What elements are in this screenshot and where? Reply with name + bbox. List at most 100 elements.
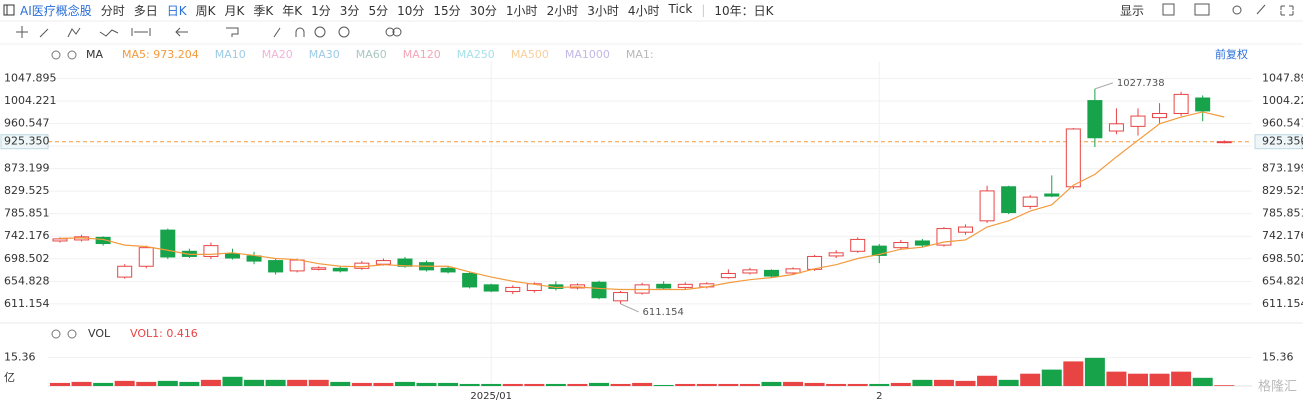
- candle-body: [828, 252, 844, 257]
- volume-bar: [610, 383, 631, 386]
- range-select[interactable]: 10年：日K: [714, 3, 774, 18]
- volume-bar: [890, 382, 911, 386]
- period-button[interactable]: 5分: [368, 3, 389, 18]
- volume-bar: [804, 382, 825, 386]
- volume-bar: [869, 383, 890, 386]
- period-button[interactable]: 2小时: [546, 3, 579, 18]
- divider: |: [701, 3, 706, 17]
- hide-icon[interactable]: [67, 50, 77, 60]
- candle-body: [742, 269, 758, 274]
- watermark: 格隆汇: [1258, 379, 1297, 395]
- period-button[interactable]: 1分: [311, 3, 331, 18]
- adjust-mode[interactable]: 前复权: [1215, 47, 1248, 61]
- settings-icon[interactable]: [51, 50, 61, 60]
- volume-bar: [1084, 357, 1105, 386]
- period-button[interactable]: 季K: [253, 3, 274, 18]
- candle-body: [1216, 141, 1232, 144]
- candle-body: [203, 245, 219, 257]
- settings-icon[interactable]: [51, 329, 61, 339]
- ma-legend: MA500: [511, 48, 549, 61]
- stock-title[interactable]: AI医疗概念股: [20, 3, 92, 18]
- candle-body: [677, 283, 693, 288]
- last-price-box: [1254, 134, 1303, 150]
- drawing-tools: [16, 26, 402, 38]
- y-tick-label: 698.502: [4, 252, 50, 265]
- ma-legend: MA10: [215, 48, 246, 61]
- volume-bar: [136, 381, 157, 386]
- hide-icon[interactable]: [67, 329, 77, 339]
- y-tick-label: 960.547: [1262, 117, 1303, 130]
- volume-bar: [1192, 377, 1213, 386]
- candle-body: [591, 281, 607, 299]
- candle-body: [979, 190, 995, 222]
- y-tick-label: 742.176: [4, 229, 50, 242]
- period-button[interactable]: 4小时: [627, 3, 660, 18]
- y-tick-label: 654.828: [4, 274, 50, 287]
- volume-bar: [718, 383, 739, 386]
- high-annotation: 1027.738: [1117, 78, 1165, 89]
- period-button[interactable]: 15分: [433, 3, 461, 18]
- volume-bar: [481, 383, 502, 386]
- period-button[interactable]: 30分: [469, 3, 497, 18]
- candle-body: [785, 268, 801, 274]
- candle-body: [958, 226, 974, 233]
- candle-body: [914, 240, 930, 246]
- y-tick-label: 654.828: [1262, 274, 1303, 287]
- y-tick-label: 829.525: [1262, 184, 1303, 197]
- volume-bar: [265, 379, 286, 386]
- ma-legend: MA250: [457, 48, 495, 61]
- period-button[interactable]: 月K: [224, 3, 245, 18]
- y-tick-label: 960.547: [4, 117, 50, 130]
- y-tick-label: 1047.895: [4, 71, 57, 84]
- y-tick-label: 785.851: [4, 207, 50, 220]
- sub-indicator[interactable]: VOL: [88, 327, 111, 340]
- period-button[interactable]: 分时: [100, 3, 125, 18]
- y-tick-label: 611.154: [1262, 297, 1303, 310]
- volume-bar: [308, 379, 329, 386]
- volume-bar: [244, 379, 265, 386]
- x-tick-label: 2: [876, 391, 882, 402]
- period-button[interactable]: 年K: [282, 3, 303, 18]
- display-button[interactable]: 显示: [1119, 3, 1144, 18]
- volume-bar: [394, 381, 415, 386]
- candle-body: [483, 284, 499, 292]
- candle-body: [656, 283, 672, 289]
- ma-legend: MA5: 973.204: [122, 48, 199, 61]
- volume-bar: [933, 379, 954, 386]
- main-indicator[interactable]: MA: [86, 48, 103, 61]
- volume-bar: [1020, 373, 1041, 386]
- candle-body: [138, 247, 154, 267]
- volume-bar: [998, 379, 1019, 386]
- period-button[interactable]: 10分: [397, 3, 425, 18]
- volume-bar: [739, 383, 760, 386]
- volume-bar: [416, 382, 437, 386]
- low-annotation: 611.154: [643, 307, 684, 318]
- high-pointer: [1094, 82, 1114, 90]
- y-tick-label: 611.154: [4, 297, 50, 310]
- period-button[interactable]: 3小时: [587, 3, 619, 18]
- toolbar: AI医疗概念股 分时 多日 日K 周K 月K 季K 年K 1分 3分 5分 10分 15分 30分 1小时…: [0, 0, 1303, 20]
- period-button[interactable]: 多日: [133, 3, 158, 18]
- volume-bar: [459, 383, 480, 386]
- period-button[interactable]: 日K: [166, 3, 187, 18]
- volume-bar: [545, 383, 566, 386]
- period-button[interactable]: Tick: [668, 1, 693, 16]
- y-tick-label: 873.199: [4, 162, 50, 175]
- vol-unit: 亿: [4, 371, 15, 384]
- ma-legend: MA1000: [565, 48, 610, 61]
- ma-legend: MA1:: [626, 48, 654, 61]
- volume-bar: [1128, 373, 1148, 386]
- y-tick-label: 742.176: [1262, 229, 1303, 242]
- volume-bar: [955, 380, 976, 386]
- period-button[interactable]: 1小时: [505, 3, 538, 18]
- period-button[interactable]: 3分: [339, 3, 360, 18]
- ma-legend: MA30: [309, 48, 340, 61]
- candle-body: [871, 245, 887, 256]
- candle-body: [332, 267, 348, 272]
- period-button[interactable]: 周K: [195, 3, 216, 18]
- volume-bar: [912, 379, 933, 386]
- volume-bar: [351, 382, 372, 386]
- volume-bar: [524, 383, 545, 386]
- last-price-label: 925.350: [4, 135, 50, 148]
